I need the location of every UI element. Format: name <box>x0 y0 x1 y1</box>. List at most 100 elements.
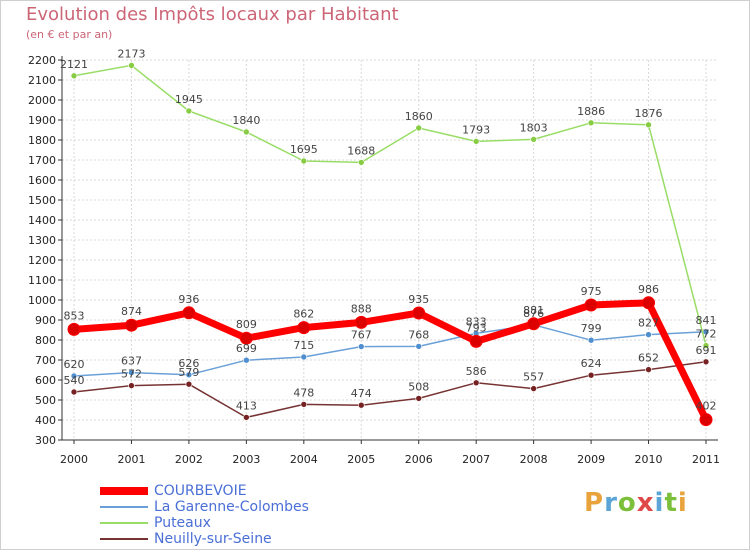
series-line-la-garenne-colombes <box>73 324 707 377</box>
data-label-la-garenne-colombes-2003: 699 <box>236 342 257 355</box>
point-la-garenne-colombes-2004 <box>300 353 308 361</box>
legend-label-puteaux: Puteaux <box>154 515 211 531</box>
point-puteaux-2006 <box>415 124 423 132</box>
point-courbevoie-2004 <box>297 321 311 335</box>
tick-label-x-2004: 2004 <box>290 453 318 466</box>
series-line-courbevoie <box>70 299 710 424</box>
tick-label-x-2000: 2000 <box>60 453 88 466</box>
series-line-neuilly-sur-seine <box>73 361 707 419</box>
data-label-la-garenne-colombes-2008: 876 <box>523 307 544 320</box>
point-puteaux-2011 <box>702 342 710 349</box>
data-labels: 853 874 936 809 862 888 935 793 881 975 986 402 620 6… <box>60 47 717 412</box>
point-puteaux-2000 <box>70 72 78 80</box>
tick-label-y-800: 800 <box>35 334 56 347</box>
data-label-neuilly-sur-seine-2009: 624 <box>581 357 602 370</box>
data-label-courbevoie-2010: 986 <box>638 283 659 296</box>
point-puteaux-2009 <box>587 119 595 127</box>
point-puteaux-2004 <box>300 157 308 165</box>
point-courbevoie-2007 <box>469 334 483 348</box>
point-neuilly-sur-seine-2001 <box>128 382 135 389</box>
data-label-neuilly-sur-seine-2001: 572 <box>121 368 142 381</box>
legend-swatch-puteaux <box>100 522 148 524</box>
tick-label-y-2000: 2000 <box>28 94 56 107</box>
data-label-la-garenne-colombes-2009: 799 <box>581 322 602 335</box>
proxiti-logo-letter: o <box>617 488 637 518</box>
tick-label-y-1500: 1500 <box>28 194 56 207</box>
point-la-garenne-colombes-2005 <box>357 343 365 350</box>
point-courbevoie-2003 <box>239 331 253 345</box>
tick-label-y-1900: 1900 <box>28 114 56 127</box>
tick-label-y-700: 700 <box>35 354 56 367</box>
legend-label-neuilly-sur-seine: Neuilly-sur-Seine <box>154 531 272 547</box>
data-label-puteaux-2009: 1886 <box>577 105 605 118</box>
data-label-la-garenne-colombes-2002: 626 <box>178 357 199 370</box>
point-courbevoie-2002 <box>182 306 196 320</box>
point-la-garenne-colombes-2003 <box>243 356 250 364</box>
data-label-puteaux-2010: 1876 <box>635 107 663 120</box>
point-neuilly-sur-seine-2007 <box>472 379 480 387</box>
tick-label-x-2002: 2002 <box>175 453 203 466</box>
legend-label-courbevoie: COURBEVOIE <box>154 483 247 499</box>
point-neuilly-sur-seine-2002 <box>185 380 193 388</box>
data-label-puteaux-2000: 2121 <box>60 58 88 71</box>
data-label-puteaux-2008: 1803 <box>520 121 548 134</box>
tick-label-x-2008: 2008 <box>520 453 548 466</box>
point-puteaux-2007 <box>472 138 480 145</box>
data-label-courbevoie-2005: 888 <box>351 302 372 315</box>
data-label-la-garenne-colombes-2005: 767 <box>351 329 372 342</box>
point-courbevoie-2011 <box>699 413 713 427</box>
data-label-neuilly-sur-seine-2004: 478 <box>293 386 314 399</box>
tick-label-y-300: 300 <box>35 434 56 447</box>
data-label-neuilly-sur-seine-2006: 508 <box>408 380 429 393</box>
data-label-puteaux-2001: 2173 <box>117 47 145 60</box>
tick-label-x-2011: 2011 <box>692 453 720 466</box>
data-label-la-garenne-colombes-2007: 833 <box>466 315 487 328</box>
series-neuilly-sur-seine <box>70 358 710 421</box>
data-label-courbevoie-2002: 936 <box>178 293 199 306</box>
point-courbevoie-2001 <box>124 318 138 332</box>
tick-label-y-1100: 1100 <box>28 274 56 287</box>
tick-label-y-1800: 1800 <box>28 134 56 147</box>
point-puteaux-2003 <box>243 128 250 136</box>
tick-label-y-1200: 1200 <box>28 254 56 267</box>
data-label-la-garenne-colombes-2006: 768 <box>408 328 429 341</box>
point-puteaux-2008 <box>530 136 537 143</box>
series-line-puteaux <box>73 64 707 347</box>
data-label-puteaux-2011: 772 <box>696 328 717 341</box>
chart-title: Evolution des Impôts locaux par Habitant <box>26 4 399 25</box>
data-label-puteaux-2002: 1945 <box>175 93 203 106</box>
tick-label-y-2100: 2100 <box>28 74 56 87</box>
data-label-courbevoie-2009: 975 <box>581 285 602 298</box>
point-la-garenne-colombes-2000 <box>70 372 78 380</box>
point-la-garenne-colombes-2006 <box>415 343 423 350</box>
proxiti-logo: Proxiti <box>584 488 688 518</box>
data-label-neuilly-sur-seine-2011: 691 <box>696 344 717 357</box>
series-layer <box>67 62 713 427</box>
tick-label-y-900: 900 <box>35 314 56 327</box>
tick-label-y-400: 400 <box>35 414 56 427</box>
data-label-courbevoie-2001: 874 <box>121 305 142 318</box>
proxiti-logo-letter: P <box>584 488 605 518</box>
legend-swatch-la-garenne-colombes <box>100 506 148 508</box>
series-puteaux <box>70 62 710 349</box>
data-label-courbevoie-2011: 402 <box>696 400 717 413</box>
data-label-courbevoie-2008: 881 <box>523 304 544 317</box>
point-neuilly-sur-seine-2009 <box>587 371 595 379</box>
point-courbevoie-2008 <box>527 317 541 331</box>
point-courbevoie-2006 <box>412 306 426 320</box>
point-la-garenne-colombes-2010 <box>645 331 652 338</box>
point-la-garenne-colombes-2009 <box>587 336 595 344</box>
tick-label-y-1700: 1700 <box>28 154 56 167</box>
data-label-neuilly-sur-seine-2008: 557 <box>523 371 544 384</box>
data-label-la-garenne-colombes-2011: 841 <box>696 314 717 327</box>
point-puteaux-2001 <box>128 62 135 69</box>
data-label-la-garenne-colombes-2010: 827 <box>638 317 659 330</box>
data-label-puteaux-2006: 1860 <box>405 110 433 123</box>
tick-labels: 300 400 500 600 700 800 900 1000 1100 1200 1300 140… <box>28 54 720 466</box>
legend-swatch-courbevoie <box>100 487 148 495</box>
tick-label-x-2001: 2001 <box>117 453 145 466</box>
point-neuilly-sur-seine-2010 <box>645 366 652 373</box>
point-neuilly-sur-seine-2004 <box>300 401 308 408</box>
plot-area <box>62 60 718 440</box>
